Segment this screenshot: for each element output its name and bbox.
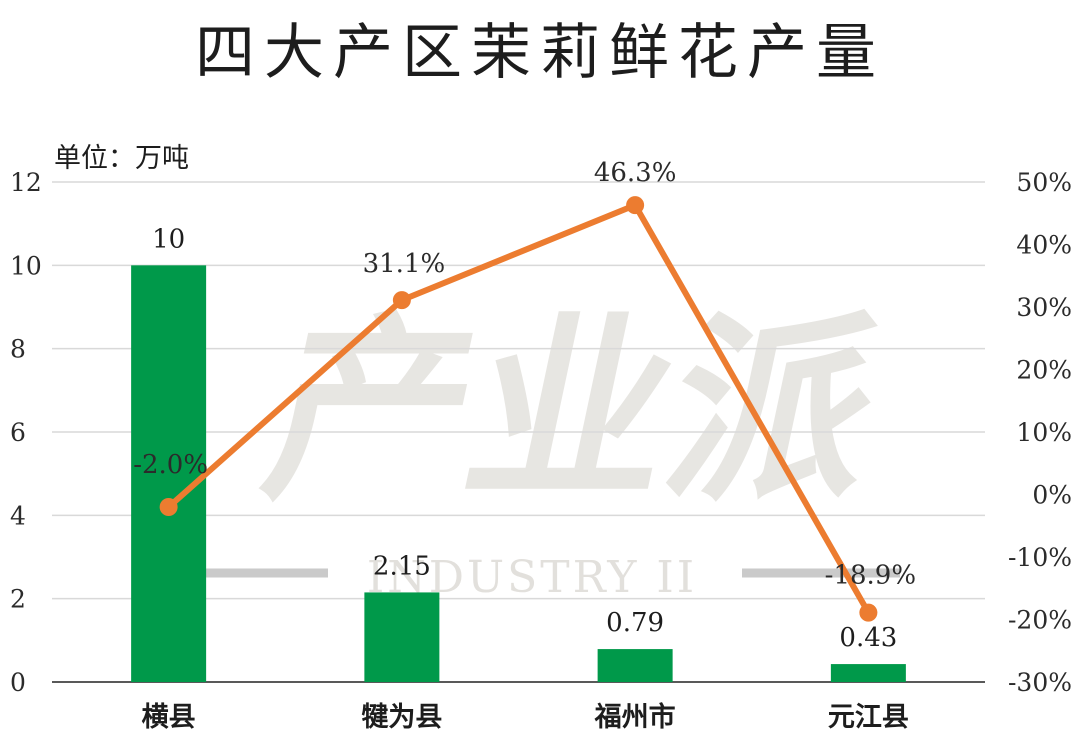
category-label: 横县 bbox=[142, 702, 196, 730]
growth-point-label: -2.0% bbox=[133, 450, 208, 480]
y-left-tick-label: 12 bbox=[10, 168, 42, 197]
y-right-tick-label: 20% bbox=[1016, 356, 1072, 385]
watermark-main: 产业派 bbox=[248, 294, 898, 527]
y-left-tick-label: 8 bbox=[10, 335, 26, 364]
y-right-tick-label: 30% bbox=[1016, 293, 1072, 322]
y-left-tick-label: 10 bbox=[10, 251, 42, 280]
growth-line bbox=[166, 202, 871, 615]
growth-point-label: 46.3% bbox=[594, 158, 677, 188]
bar-value-label: 2.15 bbox=[373, 551, 431, 581]
bar bbox=[131, 265, 207, 682]
category-label: 犍为县 bbox=[361, 702, 442, 730]
y-right-tick-label: 40% bbox=[1016, 231, 1072, 260]
y-left-tick-label: 0 bbox=[10, 668, 26, 697]
growth-point bbox=[392, 291, 411, 310]
y-left-tick-label: 6 bbox=[10, 418, 26, 447]
y-right-tick-label: 0% bbox=[1032, 481, 1072, 510]
category-label: 元江县 bbox=[828, 702, 909, 730]
chart-title: 四大产区茉莉鲜花产量 bbox=[195, 18, 885, 88]
growth-point-label: 31.1% bbox=[363, 249, 446, 279]
bar bbox=[597, 649, 673, 682]
growth-point-label: -18.9% bbox=[825, 561, 916, 591]
growth-point bbox=[626, 196, 645, 215]
y-right-tick-label: -30% bbox=[1008, 668, 1072, 697]
category-label: 福州市 bbox=[594, 701, 676, 730]
y-right-tick-label: -20% bbox=[1008, 606, 1072, 635]
watermark: 产业派 INDUSTRY II bbox=[172, 294, 900, 603]
y-right-tick-label: 10% bbox=[1016, 418, 1072, 447]
bar-value-label: 0.79 bbox=[606, 608, 664, 638]
y-right-tick-label: 50% bbox=[1016, 168, 1072, 197]
growth-point bbox=[159, 498, 178, 516]
y-left-tick-label: 2 bbox=[10, 585, 26, 614]
bar bbox=[830, 664, 906, 682]
bar bbox=[364, 592, 440, 682]
y-left-tick-label: 4 bbox=[10, 501, 26, 530]
growth-point bbox=[859, 603, 878, 622]
y-right-tick-label: -10% bbox=[1008, 543, 1072, 572]
bar-value-label: 0.43 bbox=[839, 623, 897, 653]
unit-label: 单位：万吨 bbox=[54, 143, 189, 174]
bar-value-label: 10 bbox=[152, 224, 185, 254]
